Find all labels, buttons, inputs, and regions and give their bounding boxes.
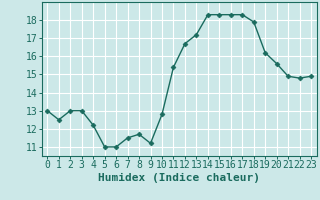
X-axis label: Humidex (Indice chaleur): Humidex (Indice chaleur) xyxy=(98,173,260,183)
